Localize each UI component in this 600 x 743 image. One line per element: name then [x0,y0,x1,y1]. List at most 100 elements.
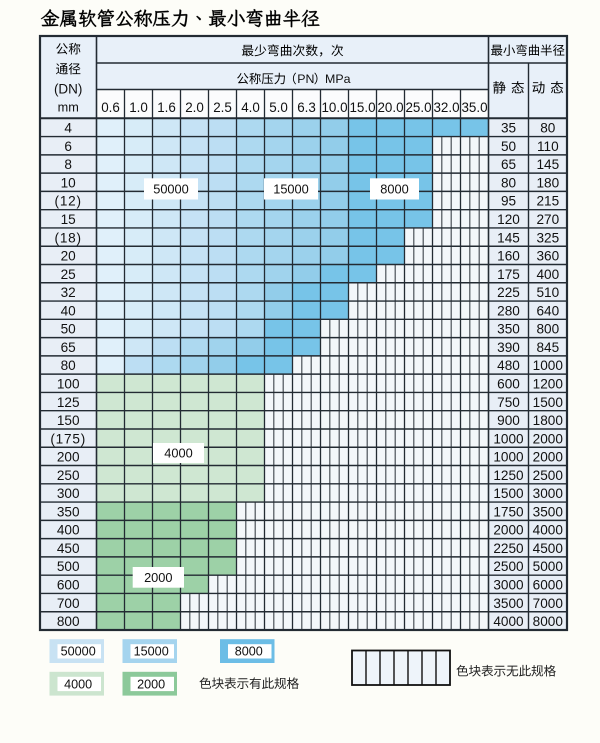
svg-text:15.0: 15.0 [349,100,375,115]
svg-text:1500: 1500 [533,395,564,410]
svg-text:15: 15 [61,212,76,227]
svg-text:1000: 1000 [493,450,524,465]
svg-text:4000: 4000 [64,677,92,691]
svg-text:150: 150 [57,413,80,428]
svg-text:250: 250 [57,468,80,483]
svg-text:4000: 4000 [493,614,524,629]
svg-text:1800: 1800 [533,413,564,428]
svg-text:2000: 2000 [144,570,172,585]
svg-text:2500: 2500 [493,559,524,574]
svg-text:125: 125 [57,395,80,410]
svg-text:400: 400 [536,267,559,282]
svg-text:25: 25 [61,267,76,282]
svg-text:110: 110 [537,139,559,154]
svg-text:95: 95 [501,194,516,209]
svg-text:32.0: 32.0 [433,100,459,115]
svg-text:40: 40 [61,303,77,318]
svg-text:6000: 6000 [533,578,564,593]
svg-text:1200: 1200 [533,377,564,392]
svg-text:(175): (175) [50,431,86,446]
svg-text:20.0: 20.0 [377,100,403,115]
svg-text:215: 215 [536,194,559,209]
svg-text:4500: 4500 [533,541,564,556]
svg-text:(12): (12) [55,194,82,209]
svg-text:65: 65 [61,340,76,355]
svg-text:6: 6 [64,139,72,154]
svg-text:(18): (18) [55,230,82,245]
svg-text:600: 600 [57,578,80,593]
svg-text:0.6: 0.6 [101,100,120,115]
svg-text:(DN): (DN) [54,82,83,97]
svg-text:8000: 8000 [533,614,564,629]
svg-text:80: 80 [501,176,517,191]
svg-text:1500: 1500 [493,486,524,501]
svg-text:480: 480 [497,358,520,373]
svg-text:7000: 7000 [533,596,564,611]
svg-text:1.6: 1.6 [157,100,176,115]
svg-text:510: 510 [536,285,559,300]
svg-text:700: 700 [57,596,80,611]
svg-text:4000: 4000 [533,523,564,538]
svg-text:8000: 8000 [235,645,263,659]
svg-text:360: 360 [536,249,559,264]
svg-text:5.0: 5.0 [269,100,288,115]
svg-text:100: 100 [57,377,80,392]
svg-text:2000: 2000 [533,431,564,446]
svg-text:20: 20 [61,249,77,264]
svg-text:180: 180 [536,176,559,191]
svg-text:MPa: MPa [325,72,351,86]
svg-text:15000: 15000 [134,645,169,659]
svg-text:35: 35 [501,121,516,136]
svg-text:1750: 1750 [493,504,524,519]
svg-text:750: 750 [497,395,520,410]
svg-text:350: 350 [57,504,80,519]
svg-text:25.0: 25.0 [405,100,431,115]
svg-text:2.5: 2.5 [213,100,232,115]
svg-text:4.0: 4.0 [241,100,260,115]
svg-text:8000: 8000 [380,182,408,197]
svg-text:1.0: 1.0 [129,100,148,115]
svg-text:145: 145 [497,230,520,245]
svg-text:2500: 2500 [533,468,564,483]
svg-text:1000: 1000 [493,431,524,446]
svg-text:2000: 2000 [137,677,165,691]
svg-text:50000: 50000 [61,645,96,659]
svg-text:5000: 5000 [533,559,564,574]
svg-text:800: 800 [536,322,559,337]
svg-text:PN: PN [297,72,314,86]
svg-text:225: 225 [497,285,520,300]
svg-text:500: 500 [57,559,80,574]
svg-text:50000: 50000 [153,182,189,197]
svg-text:6.3: 6.3 [297,100,316,115]
svg-text:280: 280 [497,303,520,318]
svg-text:35.0: 35.0 [461,100,487,115]
svg-text:4: 4 [64,121,72,136]
svg-text:640: 640 [536,303,559,318]
svg-text:3000: 3000 [493,578,524,593]
svg-text:50: 50 [61,322,77,337]
svg-text:80: 80 [61,358,77,373]
svg-text:8: 8 [64,157,72,172]
svg-text:10: 10 [61,176,77,191]
svg-text:900: 900 [497,413,520,428]
svg-text:2000: 2000 [533,450,564,465]
svg-text:3500: 3500 [533,504,564,519]
svg-text:1250: 1250 [493,468,524,483]
svg-text:2.0: 2.0 [185,100,204,115]
svg-text:3500: 3500 [493,596,524,611]
svg-text:120: 120 [497,212,520,227]
svg-text:15000: 15000 [273,182,309,197]
svg-text:160: 160 [497,249,520,264]
svg-text:10.0: 10.0 [321,100,347,115]
svg-text:325: 325 [536,230,559,245]
svg-text:800: 800 [57,614,80,629]
svg-text:32: 32 [61,285,76,300]
svg-text:400: 400 [57,523,80,538]
svg-text:175: 175 [497,267,520,282]
svg-text:1000: 1000 [533,358,564,373]
svg-text:3000: 3000 [533,486,564,501]
svg-text:350: 350 [497,322,520,337]
svg-text:65: 65 [501,157,516,172]
svg-text:2000: 2000 [493,523,524,538]
svg-text:2250: 2250 [493,541,524,556]
